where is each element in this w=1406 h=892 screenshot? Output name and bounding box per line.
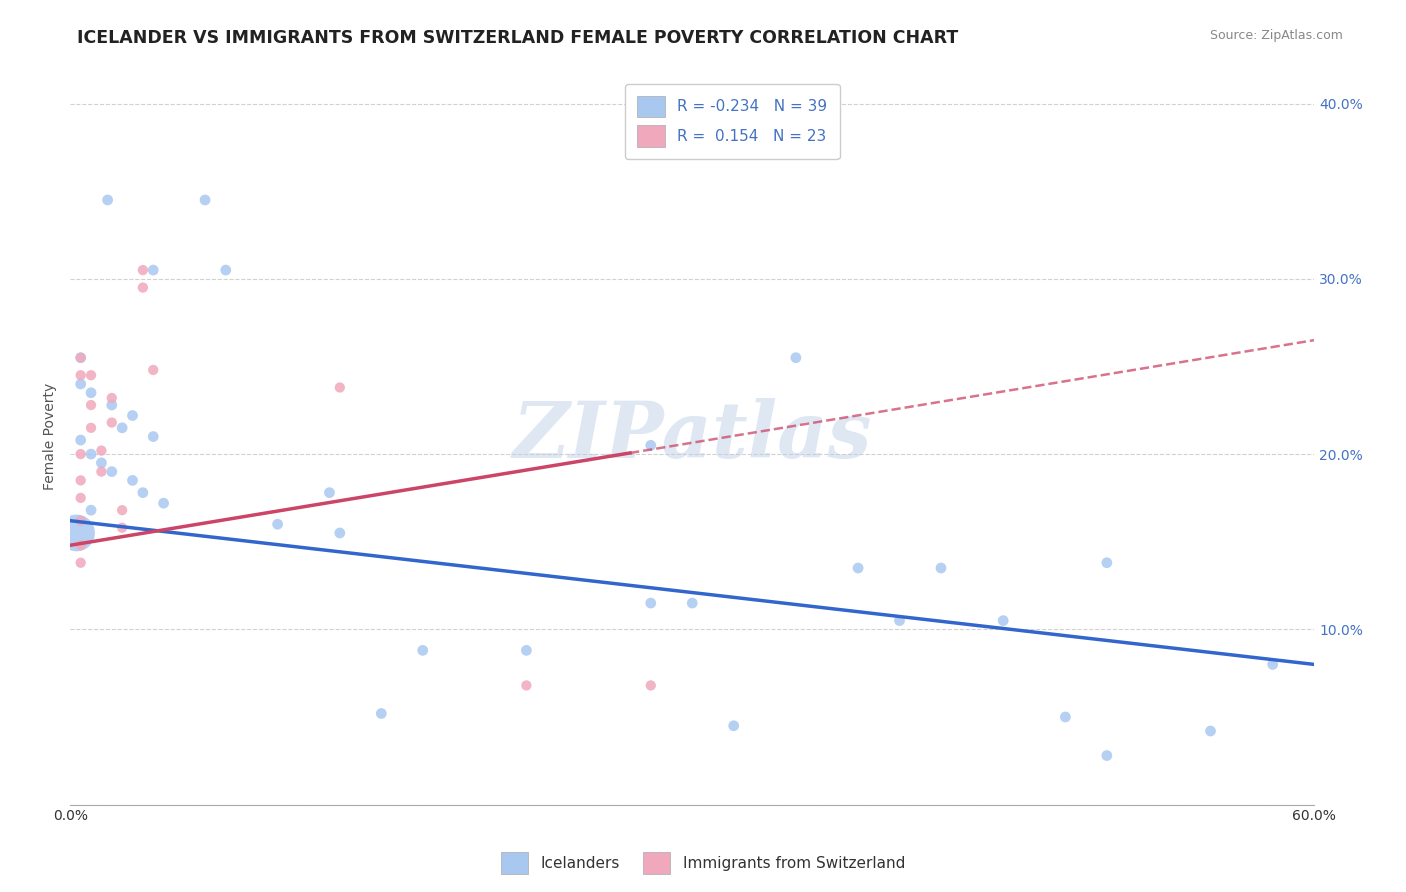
Legend: R = -0.234   N = 39, R =  0.154   N = 23: R = -0.234 N = 39, R = 0.154 N = 23 (626, 84, 839, 159)
Point (69, 491, 91, 505)
Point (97, 193, 120, 207)
Legend: Icelanders, Immigrants from Switzerland: Icelanders, Immigrants from Switzerland (495, 846, 911, 880)
Point (121, 409, 143, 423)
Point (889, 614, 911, 628)
Point (132, 263, 155, 277)
Point (132, 280, 155, 294)
Point (121, 474, 143, 488)
Point (80, 385, 103, 400)
Point (90, 456, 112, 470)
Point (515, 678, 537, 692)
Point (640, 596, 662, 610)
Point (90, 465, 112, 479)
Point (100, 465, 122, 479)
Point (640, 438, 662, 452)
Point (329, 380, 352, 394)
Point (266, 517, 288, 532)
Point (100, 416, 122, 430)
Point (80, 503, 103, 517)
Point (100, 398, 122, 412)
Point (111, 521, 134, 535)
Point (69, 538, 91, 552)
Point (846, 561, 869, 575)
Point (69, 368, 91, 383)
Point (111, 503, 134, 517)
Point (723, 719, 745, 733)
Point (90, 443, 112, 458)
Point (681, 596, 703, 610)
Point (152, 496, 174, 510)
Point (1199, 724, 1222, 739)
Point (65, 525, 87, 540)
Point (69, 556, 91, 570)
Point (111, 421, 134, 435)
Point (100, 391, 122, 405)
Point (194, 193, 217, 207)
Point (80, 398, 103, 412)
Point (132, 485, 155, 500)
Point (412, 643, 434, 657)
Point (515, 643, 537, 657)
Point (993, 614, 1015, 628)
Point (370, 706, 392, 721)
Point (69, 474, 91, 488)
Point (69, 514, 91, 528)
Point (318, 485, 340, 500)
Text: ZIPatlas: ZIPatlas (513, 399, 872, 475)
Point (142, 429, 165, 443)
Point (1054, 710, 1077, 724)
Point (69, 447, 91, 461)
Y-axis label: Female Poverty: Female Poverty (44, 383, 58, 491)
Point (1261, 657, 1284, 672)
Text: Source: ZipAtlas.com: Source: ZipAtlas.com (1209, 29, 1343, 42)
Point (785, 351, 807, 365)
Point (80, 447, 103, 461)
Point (80, 368, 103, 383)
Point (69, 351, 91, 365)
Point (142, 263, 165, 277)
Point (80, 421, 103, 435)
Point (69, 433, 91, 447)
Point (215, 263, 238, 277)
Point (1095, 556, 1118, 570)
Point (1095, 748, 1118, 763)
Point (142, 363, 165, 377)
Point (329, 525, 352, 540)
Point (640, 678, 662, 692)
Point (69, 376, 91, 391)
Text: ICELANDER VS IMMIGRANTS FROM SWITZERLAND FEMALE POVERTY CORRELATION CHART: ICELANDER VS IMMIGRANTS FROM SWITZERLAND… (77, 29, 959, 46)
Point (929, 561, 952, 575)
Point (69, 351, 91, 365)
